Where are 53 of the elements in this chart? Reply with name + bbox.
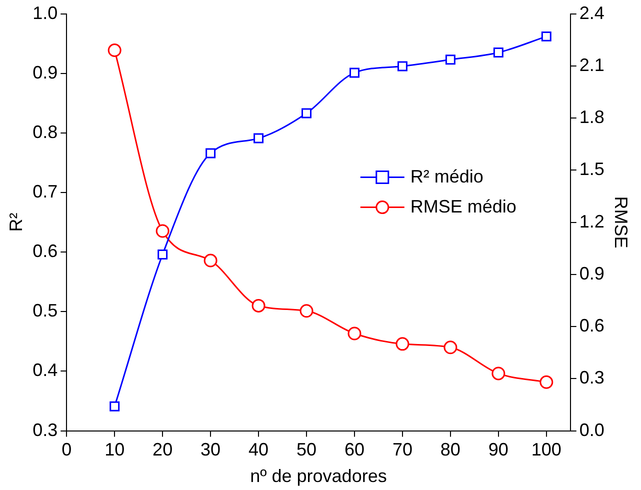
y-tick-label: 1.0	[32, 2, 58, 23]
y-axis-title: R²	[6, 212, 26, 232]
x-tick-label: 40	[248, 440, 269, 460]
y-tick-label: 0.8	[32, 122, 58, 142]
x-tick-label: 80	[440, 440, 460, 460]
y2-tick-label: 2.1	[579, 54, 604, 75]
point	[540, 375, 554, 389]
point	[254, 133, 264, 144]
x-tick-label: 10	[104, 440, 125, 460]
y2-axis-title: RMSE	[611, 196, 632, 248]
point	[300, 304, 314, 318]
point	[204, 254, 218, 268]
point	[349, 68, 360, 78]
point	[252, 298, 266, 312]
y2-tick-label: 1.8	[579, 107, 604, 128]
point	[302, 108, 312, 118]
point	[348, 326, 362, 340]
y2-tick-label: 0.9	[579, 263, 604, 284]
y2-tick-label: 2.4	[579, 2, 604, 23]
x-tick-label: 70	[392, 440, 412, 460]
point	[445, 54, 456, 65]
x-tick-label: 30	[200, 440, 221, 460]
point	[444, 340, 458, 354]
point	[396, 337, 410, 351]
x-axis-title: nº de provadores	[250, 466, 387, 486]
point	[397, 61, 408, 72]
x-tick-label: 90	[488, 440, 508, 460]
x-tick-label: 0	[62, 440, 72, 460]
point	[110, 401, 120, 412]
legend-label: RMSE médio	[410, 196, 516, 216]
point	[108, 44, 122, 58]
point	[492, 366, 506, 380]
y2-tick-label: 0.6	[579, 316, 604, 336]
y2-tick-label: 1.2	[579, 211, 604, 232]
point	[158, 249, 168, 260]
point	[493, 48, 504, 58]
y2-tick-label: 0.3	[579, 368, 604, 388]
x-tick-label: 100	[531, 440, 562, 460]
y-tick-label: 0.5	[32, 300, 58, 321]
legend-label: R² médio	[410, 166, 484, 186]
x-tick-label: 50	[296, 440, 317, 460]
y2-tick-label: 0.0	[579, 420, 604, 440]
y2-tick-label: 1.5	[579, 159, 604, 180]
point	[156, 224, 170, 238]
y-tick-label: 0.6	[32, 241, 58, 262]
y-tick-label: 0.3	[32, 420, 58, 440]
point	[541, 31, 552, 42]
y-tick-label: 0.4	[32, 360, 58, 380]
y-tick-label: 0.7	[32, 181, 58, 202]
x-tick-label: 60	[344, 440, 364, 460]
point	[206, 148, 216, 158]
y-tick-label: 0.9	[32, 62, 58, 82]
x-tick-label: 20	[152, 440, 173, 460]
